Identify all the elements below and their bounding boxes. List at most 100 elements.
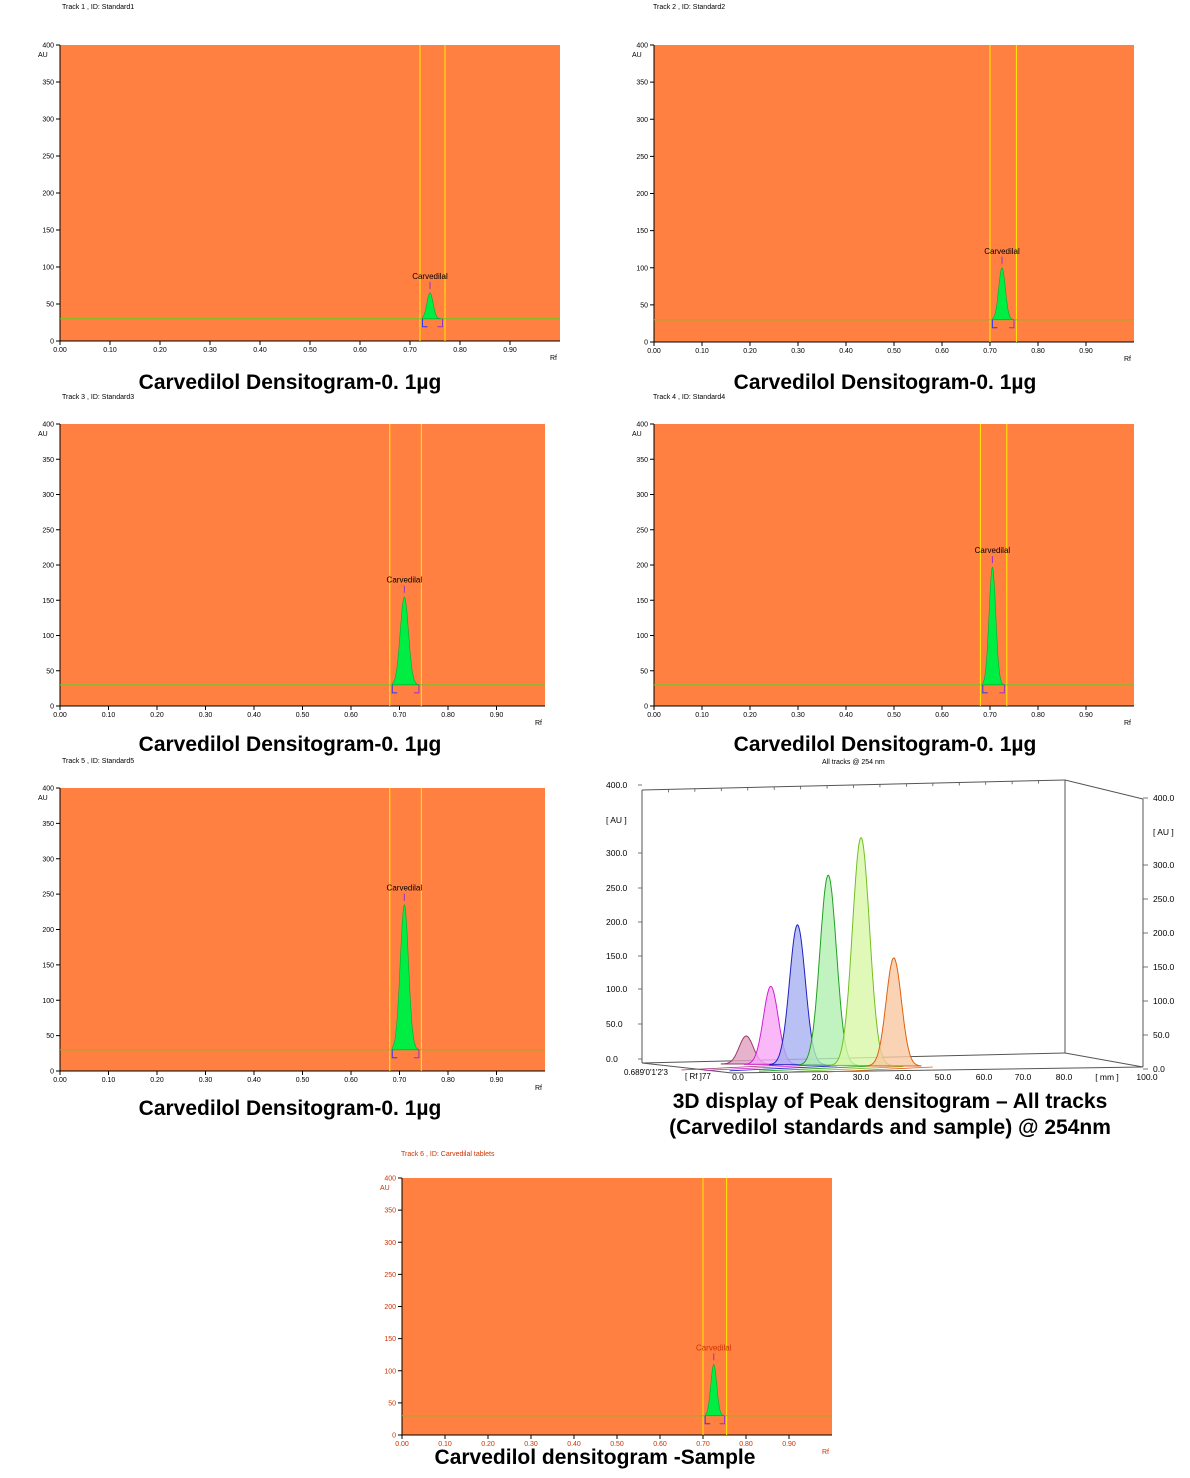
x-tick-label: 0.90 (1079, 348, 1093, 355)
track-baseline (681, 1064, 784, 1071)
x-tick-label: 0.50 (887, 712, 901, 719)
rf-axis-label: [ Rf ]77 (685, 1072, 711, 1081)
y-tick-label: 100 (636, 265, 648, 272)
y-tick-label: 150 (42, 598, 54, 605)
y-axis-tick-label: 400.0 (606, 780, 628, 790)
peak-area (391, 903, 420, 1051)
x-tick-label: 0.30 (791, 712, 805, 719)
x-axis-tick-label: 80.0 (1056, 1072, 1073, 1082)
floor-front-edge (731, 1066, 1144, 1074)
peak-label: Carvedilal (975, 546, 1011, 555)
densitogram-track-4: Track 4 , ID: Standard4 0 50 100 150 200 250 3… (595, 393, 1165, 763)
y-tick-label: 200 (636, 563, 648, 570)
x-tick-label: 0.10 (102, 1077, 116, 1084)
x-axis-tick-label: 20.0 (812, 1072, 829, 1082)
y-tick-label: 400 (42, 786, 54, 793)
y-tick-label: 150 (384, 1336, 396, 1343)
peak-area (391, 596, 420, 686)
x-tick-label: 0.50 (887, 348, 901, 355)
peak-label: Carvedilal (984, 247, 1020, 256)
y-tick-label: 50 (46, 668, 54, 675)
peak-area (704, 1363, 725, 1417)
y-tick-label: 200 (636, 191, 648, 198)
x-tick-label: 0.70 (696, 1441, 710, 1448)
y-tick-label: 200 (42, 191, 54, 198)
x-tick-label: 0.00 (395, 1441, 409, 1448)
x-tick-label: 0.70 (403, 347, 417, 354)
y-tick-label: 300 (636, 492, 648, 499)
x-tick-label: 0.40 (247, 1077, 261, 1084)
peak-label: Carvedilal (387, 884, 423, 893)
y-tick-label: 50 (46, 1033, 54, 1040)
x-tick-label: 0.50 (610, 1441, 624, 1448)
plot-background (60, 424, 545, 706)
plot-background (402, 1178, 832, 1435)
y-tick-label: 400 (636, 422, 648, 429)
track-title: Track 1 , ID: Standard1 (62, 4, 135, 11)
y-tick-label: 150 (42, 228, 54, 235)
peak-area (982, 566, 1005, 686)
y-tick-label: 350 (42, 821, 54, 828)
y-axis-label: AU (632, 431, 642, 438)
right-axis-tick-label: 50.0 (1153, 1030, 1170, 1040)
track-title: Track 6 , ID: Carvedilal tablets (401, 1151, 495, 1158)
y-tick-label: 0 (644, 340, 648, 347)
densitogram-track-1: Track 1 , ID: Standard1 0 50 100 150 200 250 3… (0, 0, 570, 400)
y-tick-label: 250 (384, 1272, 396, 1279)
x-tick-label: 0.50 (296, 712, 310, 719)
x-tick-label: 0.40 (839, 712, 853, 719)
y-tick-label: 250 (42, 527, 54, 534)
right-axis-tick-label: 100.0 (1153, 996, 1175, 1006)
x-tick-label: 0.90 (503, 347, 517, 354)
peak-start-bracket (704, 1415, 711, 1425)
x-tick-label: 0.30 (199, 712, 213, 719)
x-tick-label: 0.20 (153, 347, 167, 354)
peak-label: Carvedilal (387, 576, 423, 585)
peak-end-bracket (413, 684, 420, 694)
y-axis-tick-label: 300.0 (606, 848, 628, 858)
x-tick-label: 0.20 (743, 348, 757, 355)
x-tick-label: 0.10 (438, 1441, 452, 1448)
y-axis-tick-label: 0.0 (606, 1054, 618, 1064)
x-tick-label: 0.40 (253, 347, 267, 354)
y-tick-label: 300 (384, 1240, 396, 1247)
x-tick-label: 0.90 (490, 712, 504, 719)
x-tick-label: 0.60 (344, 712, 358, 719)
y-axis-label: AU (632, 52, 642, 59)
x-axis-tick-label: 50.0 (935, 1072, 952, 1082)
x-axis-tick-label: 60.0 (976, 1072, 993, 1082)
y-tick-label: 150 (636, 228, 648, 235)
plot-background (60, 45, 560, 341)
x-tick-label: 0.80 (1031, 712, 1045, 719)
densitogram-plot: 0 50 100 150 200 250 300 350 400 0.00 0.10 0.20 0.30… (632, 422, 1134, 727)
y-tick-label: 250 (636, 527, 648, 534)
y-tick-label: 300 (42, 492, 54, 499)
y-tick-label: 100 (42, 633, 54, 640)
y-tick-label: 150 (636, 598, 648, 605)
right-axis-tick-label: 250.0 (1153, 894, 1175, 904)
y-axis-label: AU (380, 1185, 390, 1192)
peak-end-bracket (1009, 319, 1015, 329)
y-tick-label: 100 (636, 633, 648, 640)
y-tick-label: 200 (42, 927, 54, 934)
peak-label: Carvedilal (696, 1343, 732, 1352)
y-tick-label: 0 (50, 1069, 54, 1076)
track-title: Track 4 , ID: Standard4 (653, 394, 726, 401)
x-axis-label: Rf (535, 1085, 542, 1092)
x-axis-tick-label: 30.0 (853, 1072, 870, 1082)
y-tick-label: 300 (636, 117, 648, 124)
x-axis-tick-label: 70.0 (1015, 1072, 1032, 1082)
x-tick-label: 0.30 (199, 1077, 213, 1084)
track-baseline (704, 1065, 810, 1071)
y-tick-label: 250 (42, 892, 54, 899)
densitogram-track-2: Track 2 , ID: Standard2 0 50 100 150 200 250 3… (595, 0, 1165, 400)
peak-start-bracket (391, 684, 398, 694)
densitogram-track-5: Track 5 , ID: Standard5 0 50 100 150 200 250 3… (0, 757, 570, 1137)
x-axis-label: Rf (535, 720, 542, 727)
peak-label: Carvedilal (412, 272, 448, 281)
densitogram-3d-plot: 400.0 [ AU ] 300.0 250.0 200.0 150.0 100.0 50.0… (606, 779, 1175, 1082)
y-tick-label: 50 (46, 302, 54, 309)
x-tick-label: 0.30 (524, 1441, 538, 1448)
plot-background (60, 788, 545, 1071)
x-tick-label: 0.60 (935, 712, 949, 719)
